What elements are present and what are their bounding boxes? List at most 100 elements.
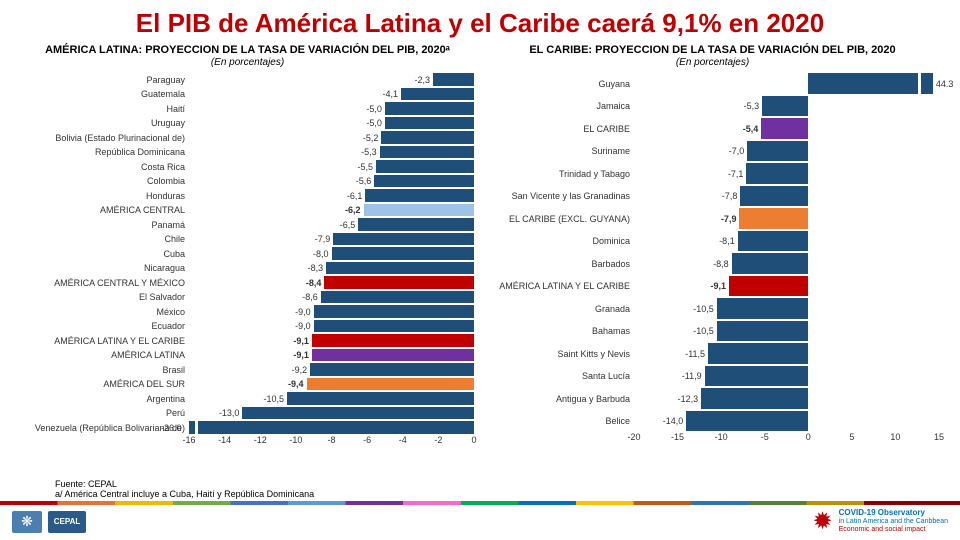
bar (717, 298, 809, 319)
bar (732, 253, 809, 274)
left-chart-title: AMÉRICA LATINA: PROYECCION DE LA TASA DE… (20, 43, 475, 57)
bar-label: República Dominicana (20, 147, 189, 157)
bar-value: -8,6 (302, 292, 318, 302)
bar (287, 392, 474, 405)
bar (433, 73, 474, 86)
bar-label: EL CARIBE (EXCL. GUYANA) (485, 214, 634, 224)
bar-row: Colombia-5,6 (20, 174, 475, 189)
bar (381, 131, 474, 144)
bar-label: Trinidad y Tabago (485, 169, 634, 179)
bar-value: -9,2 (292, 365, 308, 375)
bar-label: EL CARIBE (485, 124, 634, 134)
bar-value: 44.3 (936, 79, 954, 89)
bar-label: AMÉRICA CENTRAL (20, 205, 189, 215)
bar-value: -7,9 (315, 234, 331, 244)
bar (365, 189, 474, 202)
bar-row: Brasil-9,2 (20, 362, 475, 377)
bar-label: AMÉRICA LATINA Y EL CARIBE (485, 281, 634, 291)
bar-value: -10,5 (263, 394, 284, 404)
bar-label: Perú (20, 408, 189, 418)
bar-label: Panamá (20, 220, 189, 230)
bar-label: Haití (20, 104, 189, 114)
axis-tick: -6 (363, 435, 371, 445)
bar-row: Bolivia (Estado Plurinacional de)-5,2 (20, 130, 475, 145)
bar-value: -5,5 (358, 162, 374, 172)
bar-label: Bolivia (Estado Plurinacional de) (20, 133, 189, 143)
right-chart-title: EL CARIBE: PROYECCION DE LA TASA DE VARI… (485, 43, 940, 57)
bar-value: -26.0 (161, 423, 182, 433)
bar-value: -9,4 (288, 379, 304, 389)
bar-value: -9,1 (293, 350, 309, 360)
bar-label: Santa Lucía (485, 371, 634, 381)
bar-row: Guatemala-4,1 (20, 87, 475, 102)
bar-value: -7,1 (728, 169, 744, 179)
bar-row: San Vicente y las Granadinas-7,8 (485, 185, 940, 208)
bar-label: AMÉRICA LATINA Y EL CARIBE (20, 336, 189, 346)
bar-value: -8,1 (719, 236, 735, 246)
bar (686, 411, 808, 432)
bar (364, 204, 474, 217)
bar (746, 163, 808, 184)
bar (808, 73, 933, 94)
axis-tick: -5 (761, 432, 769, 442)
bar-row: AMÉRICA LATINA -9,1 (20, 348, 475, 363)
obs-small: Economic and social impact (839, 526, 926, 533)
axis-tick: -15 (671, 432, 684, 442)
axis-tick: -4 (399, 435, 407, 445)
bar-label: Bahamas (485, 326, 634, 336)
bar-label: Cuba (20, 249, 189, 259)
bar (380, 146, 474, 159)
bar (740, 186, 808, 207)
bar-value: -6,2 (345, 205, 361, 215)
bar (708, 343, 808, 364)
bar-label: Ecuador (20, 321, 189, 331)
bar-value: -5,0 (366, 104, 382, 114)
bar (326, 262, 474, 275)
bar-label: Jamaica (485, 101, 634, 111)
bar (761, 118, 808, 139)
axis-tick: 10 (890, 432, 900, 442)
bar (747, 141, 808, 162)
bar-label: México (20, 307, 189, 317)
bar-value: -12,3 (678, 394, 699, 404)
bar-label: AMÉRICA LATINA (20, 350, 189, 360)
bar-row: Suriname-7,0 (485, 140, 940, 163)
bar (401, 88, 474, 101)
bar-row: Panamá-6,5 (20, 217, 475, 232)
bar-value: -14,0 (663, 416, 684, 426)
bar (701, 388, 808, 409)
bar-row: Costa Rica-5,5 (20, 159, 475, 174)
bar-row: Antigua y Barbuda-12,3 (485, 387, 940, 410)
bar-row: Honduras-6,1 (20, 188, 475, 203)
axis-tick: -12 (254, 435, 267, 445)
bar-value: -10,5 (693, 326, 714, 336)
bar-label: Granada (485, 304, 634, 314)
bar-label: Honduras (20, 191, 189, 201)
bar (717, 321, 809, 342)
sdg-color-strip (0, 501, 960, 505)
axis-tick: -20 (627, 432, 640, 442)
bar-row: EL CARIBE (EXCL. GUYANA)-7,9 (485, 207, 940, 230)
bar-row: AMÉRICA CENTRAL -6,2 (20, 203, 475, 218)
charts-wrapper: AMÉRICA LATINA: PROYECCION DE LA TASA DE… (0, 43, 960, 449)
bar-label: San Vicente y las Granadinas (485, 191, 634, 201)
virus-icon: ✹ (813, 507, 833, 536)
bar-row: México-9,0 (20, 304, 475, 319)
bar-row: Jamaica-5,3 (485, 95, 940, 118)
bar (333, 233, 474, 246)
left-chart: AMÉRICA LATINA: PROYECCION DE LA TASA DE… (20, 43, 475, 449)
bar-value: -5,4 (743, 124, 759, 134)
bar (385, 117, 474, 130)
bar (705, 366, 809, 387)
right-chart: EL CARIBE: PROYECCION DE LA TASA DE VARI… (485, 43, 940, 449)
axis-tick: -8 (327, 435, 335, 445)
bar-label: AMÉRICA CENTRAL Y MÉXICO (20, 278, 189, 288)
bar-row: Granada-10,5 (485, 297, 940, 320)
bar-label: AMÉRICA DEL SUR (20, 379, 189, 389)
bar-row: AMÉRICA DEL SUR -9,4 (20, 377, 475, 392)
bar-row: Bahamas -10,5 (485, 320, 940, 343)
bar-label: Guatemala (20, 89, 189, 99)
bar (314, 320, 474, 333)
bar-value: -9,1 (710, 281, 726, 291)
bar-row: Argentina-10,5 (20, 391, 475, 406)
